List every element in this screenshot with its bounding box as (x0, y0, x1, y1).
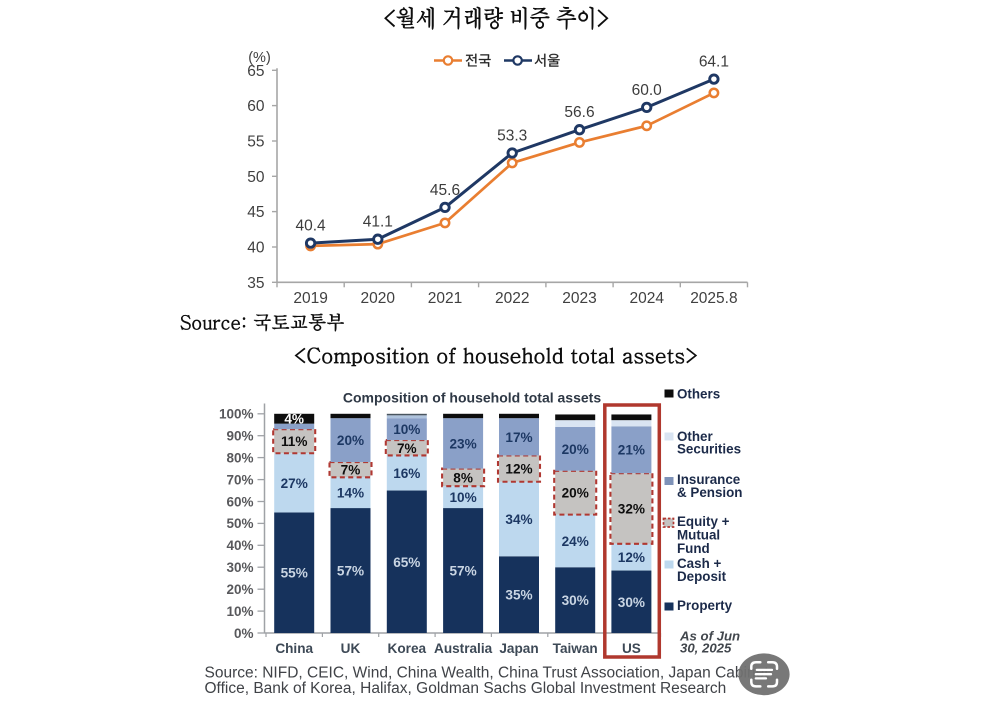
svg-text:Property: Property (677, 598, 733, 613)
svg-text:2024: 2024 (629, 290, 664, 307)
svg-text:As of Jun: As of Jun (679, 629, 740, 644)
svg-text:10%: 10% (449, 490, 476, 505)
svg-text:56.6: 56.6 (564, 104, 594, 121)
svg-text:40: 40 (247, 240, 265, 257)
svg-text:40%: 40% (226, 538, 253, 553)
svg-text:30, 2025: 30, 2025 (680, 641, 732, 656)
svg-text:90%: 90% (226, 429, 253, 444)
svg-text:US: US (622, 641, 641, 656)
svg-text:20%: 20% (337, 433, 364, 448)
svg-text:12%: 12% (505, 462, 532, 477)
svg-text:60%: 60% (226, 494, 253, 509)
svg-text:Other: Other (677, 429, 714, 444)
svg-text:41.1: 41.1 (363, 214, 393, 231)
svg-text:45.6: 45.6 (430, 182, 460, 199)
svg-text:65%: 65% (393, 555, 420, 570)
svg-text:80%: 80% (226, 450, 253, 465)
svg-text:2025.8: 2025.8 (690, 290, 737, 307)
svg-text:Australia: Australia (434, 641, 493, 656)
svg-text:20%: 20% (562, 486, 589, 501)
svg-text:55: 55 (247, 134, 264, 151)
svg-text:2019: 2019 (293, 290, 327, 307)
svg-text:8%: 8% (453, 470, 473, 485)
svg-text:53.3: 53.3 (497, 128, 527, 145)
svg-text:21%: 21% (618, 443, 645, 458)
svg-text:UK: UK (341, 641, 361, 656)
svg-text:55%: 55% (281, 566, 308, 581)
svg-text:Cash +: Cash + (677, 556, 721, 571)
svg-text:2023: 2023 (562, 290, 596, 307)
svg-text:50: 50 (247, 169, 265, 186)
svg-text:Deposit: Deposit (677, 569, 727, 584)
svg-text:0%: 0% (234, 626, 254, 641)
svg-text:7%: 7% (341, 463, 361, 478)
svg-text:Securities: Securities (677, 442, 741, 457)
svg-text:57%: 57% (449, 564, 476, 579)
svg-text:34%: 34% (505, 512, 532, 527)
svg-text:Fund: Fund (677, 541, 710, 556)
svg-text:14%: 14% (337, 486, 364, 501)
svg-text:64.1: 64.1 (699, 54, 729, 71)
svg-text:& Pension: & Pension (677, 485, 742, 500)
svg-text:Equity +: Equity + (677, 514, 730, 529)
svg-text:China: China (275, 641, 313, 656)
svg-text:11%: 11% (281, 434, 307, 449)
svg-text:Source: NIFD, CEIC, Wind, Chin: Source: NIFD, CEIC, Wind, China Wealth, … (205, 665, 770, 682)
svg-text:2020: 2020 (361, 290, 396, 307)
svg-text:100%: 100% (219, 407, 254, 422)
svg-text:35%: 35% (505, 588, 532, 603)
svg-text:35: 35 (247, 275, 264, 292)
svg-text:20%: 20% (562, 442, 589, 457)
svg-text:Japan: Japan (499, 641, 538, 656)
svg-text:Korea: Korea (388, 641, 427, 656)
svg-text:50%: 50% (226, 516, 253, 531)
svg-text:60.0: 60.0 (632, 82, 663, 99)
svg-text:Insurance: Insurance (677, 472, 740, 487)
svg-text:2022: 2022 (495, 290, 529, 307)
svg-text:7%: 7% (397, 441, 417, 456)
svg-text:10%: 10% (393, 422, 420, 437)
svg-text:30%: 30% (618, 595, 645, 610)
svg-text:4%: 4% (284, 412, 304, 427)
svg-text:70%: 70% (226, 472, 253, 487)
svg-text:Others: Others (677, 387, 720, 402)
svg-text:Composition of household total: Composition of household total assets (343, 390, 601, 406)
svg-text:32%: 32% (618, 502, 645, 517)
svg-text:23%: 23% (449, 436, 476, 451)
svg-text:24%: 24% (562, 534, 589, 549)
svg-text:65: 65 (247, 63, 264, 80)
svg-text:30%: 30% (226, 560, 253, 575)
svg-text:10%: 10% (226, 604, 253, 619)
svg-text:27%: 27% (281, 476, 308, 491)
svg-text:12%: 12% (618, 550, 645, 565)
svg-text:17%: 17% (505, 430, 532, 445)
svg-text:45: 45 (247, 204, 264, 221)
svg-text:60: 60 (247, 98, 265, 115)
svg-text:Taiwan: Taiwan (553, 641, 598, 656)
svg-text:2021: 2021 (428, 290, 462, 307)
svg-text:Mutual: Mutual (677, 528, 720, 543)
svg-text:Office, Bank of Korea, Halifax: Office, Bank of Korea, Halifax, Goldman … (205, 680, 727, 697)
svg-text:20%: 20% (226, 582, 253, 597)
svg-text:57%: 57% (337, 564, 364, 579)
svg-text:16%: 16% (393, 466, 420, 481)
svg-text:30%: 30% (562, 593, 589, 608)
svg-text:40.4: 40.4 (296, 218, 327, 235)
svg-text:(%): (%) (248, 50, 271, 66)
